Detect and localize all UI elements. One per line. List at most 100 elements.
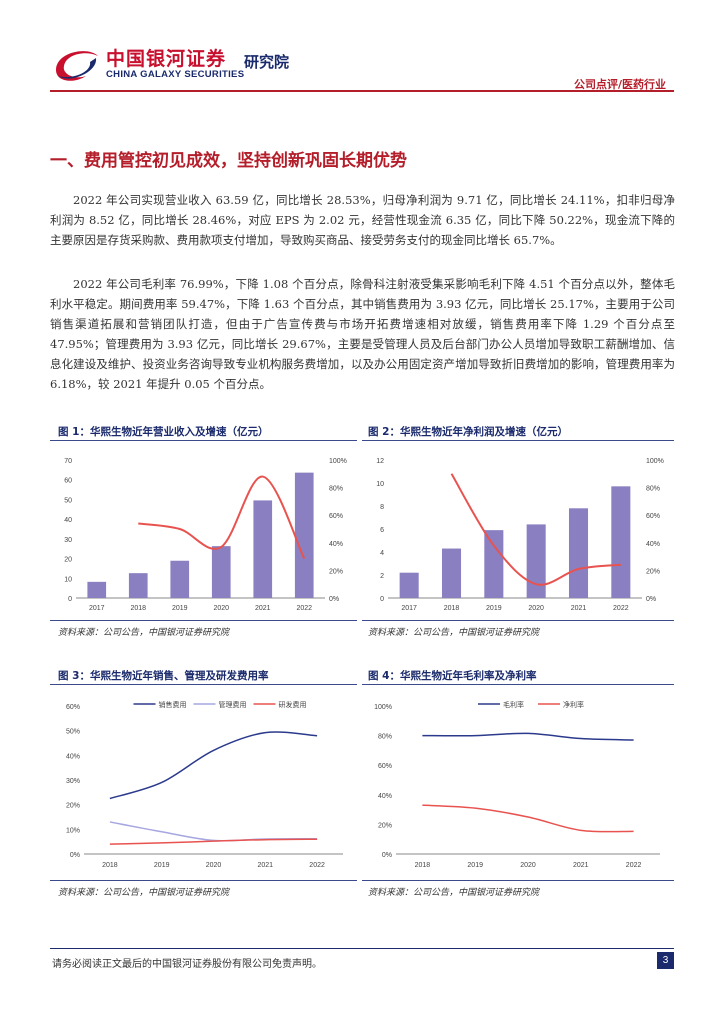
y-tick-label: 100% xyxy=(374,704,392,711)
x-tick-label: 2020 xyxy=(528,605,544,612)
y-right-tick-label: 100% xyxy=(646,458,664,465)
y-right-tick-label: 40% xyxy=(329,541,343,548)
y-left-tick-label: 4 xyxy=(380,550,384,557)
y-right-tick-label: 60% xyxy=(329,513,343,520)
section-title: 一、费用管控初见成效，坚持创新巩固长期优势 xyxy=(50,146,407,171)
galaxy-logo-icon xyxy=(50,42,102,86)
figure-2-chart: 0 2 4 6 8 10 12 0% 20% 40% 60% 80% 100% 2017 2018 2019 2… xyxy=(362,450,674,620)
footer-rule xyxy=(50,948,674,949)
y-left-tick-label: 40 xyxy=(64,517,72,524)
figure-3-title: 图 3：华熙生物近年销售、管理及研发费用率 xyxy=(58,668,268,683)
series-line xyxy=(110,732,317,799)
institute-label: 研究院 xyxy=(244,51,289,72)
y-left-tick-label: 60 xyxy=(64,478,72,485)
y-left-tick-label: 0 xyxy=(68,596,72,603)
x-tick-label: 2017 xyxy=(89,605,105,612)
x-tick-label: 2017 xyxy=(401,605,417,612)
brand-name-en: CHINA GALAXY SECURITIES xyxy=(106,69,244,80)
y-tick-label: 0% xyxy=(382,852,392,859)
bar-2017 xyxy=(400,573,419,598)
y-left-tick-label: 2 xyxy=(380,573,384,580)
paragraph-2: 2022 年公司毛利率 76.99%，下降 1.08 个百分点，除骨科注射液受集… xyxy=(50,274,675,394)
header-rule xyxy=(50,90,674,92)
y-right-tick-label: 0% xyxy=(329,596,339,603)
y-left-tick-label: 10 xyxy=(64,576,72,583)
brand-name-cn: 中国银河证券 xyxy=(106,44,226,71)
series-line xyxy=(422,733,633,740)
y-left-tick-label: 12 xyxy=(376,458,384,465)
paragraph-1: 2022 年公司实现营业收入 63.59 亿，同比增长 28.53%，归母净利润… xyxy=(50,190,675,250)
y-left-tick-label: 30 xyxy=(64,537,72,544)
figure-4-title: 图 4：华熙生物近年毛利率及净利率 xyxy=(368,668,536,683)
x-tick-label: 2020 xyxy=(206,862,222,869)
bar-2022 xyxy=(295,473,314,598)
y-tick-label: 20% xyxy=(66,803,80,810)
y-tick-label: 40% xyxy=(378,793,392,800)
x-tick-label: 2021 xyxy=(573,862,589,869)
x-tick-label: 2019 xyxy=(154,862,170,869)
x-tick-label: 2018 xyxy=(444,605,460,612)
y-tick-label: 50% xyxy=(66,729,80,736)
x-tick-label: 2018 xyxy=(102,862,118,869)
y-right-tick-label: 80% xyxy=(646,486,660,493)
y-right-tick-label: 0% xyxy=(646,596,656,603)
bar-2022 xyxy=(611,486,630,598)
bar-2020 xyxy=(212,546,231,598)
series-line xyxy=(422,805,633,832)
y-left-tick-label: 10 xyxy=(376,481,384,488)
footer-disclaimer: 请务必阅读正文最后的中国银河证券股份有限公司免责声明。 xyxy=(52,955,322,970)
y-left-tick-label: 70 xyxy=(64,458,72,465)
y-tick-label: 80% xyxy=(378,734,392,741)
x-tick-label: 2019 xyxy=(172,605,188,612)
y-left-tick-label: 6 xyxy=(380,527,384,534)
y-left-tick-label: 50 xyxy=(64,497,72,504)
x-tick-label: 2020 xyxy=(213,605,229,612)
x-tick-label: 2019 xyxy=(486,605,502,612)
series-line xyxy=(110,822,317,841)
legend-label: 毛利率 xyxy=(503,700,524,709)
legend-label: 销售费用 xyxy=(159,700,187,709)
figure-4-rule xyxy=(362,684,674,685)
bar-2021 xyxy=(569,508,588,598)
legend-label: 净利率 xyxy=(563,700,584,709)
x-tick-label: 2022 xyxy=(613,605,629,612)
x-tick-label: 2021 xyxy=(571,605,587,612)
x-tick-label: 2018 xyxy=(130,605,146,612)
figure-4-chart: 0% 20% 40% 60% 80% 100% 2018 2019 2020 2021 2022 毛利… xyxy=(362,692,674,880)
bar-2020 xyxy=(527,524,546,598)
figure-2-rule xyxy=(362,440,674,441)
y-left-tick-label: 8 xyxy=(380,504,384,511)
legend-label: 研发费用 xyxy=(279,700,307,709)
figure-1-chart: 0 10 20 30 40 50 60 70 0% 20% 40% 60% 80% 100% 2017 201… xyxy=(50,450,357,620)
x-tick-label: 2022 xyxy=(296,605,312,612)
figure-3-chart: 0% 10% 20% 30% 40% 50% 60% 2018 2019 2020 2021 2022… xyxy=(50,692,357,880)
figure-3-rule xyxy=(50,684,357,685)
figure-1-source: 资料来源：公司公告，中国银河证券研究院 xyxy=(58,625,229,638)
y-tick-label: 10% xyxy=(66,827,80,834)
bar-2019 xyxy=(170,561,189,598)
y-left-tick-label: 0 xyxy=(380,596,384,603)
y-tick-label: 60% xyxy=(66,704,80,711)
x-tick-label: 2022 xyxy=(626,862,642,869)
x-tick-label: 2021 xyxy=(255,605,271,612)
figure-3-bottom-rule xyxy=(50,880,357,881)
y-right-tick-label: 60% xyxy=(646,513,660,520)
y-tick-label: 60% xyxy=(378,763,392,770)
y-left-tick-label: 20 xyxy=(64,557,72,564)
figure-1-bottom-rule xyxy=(50,620,357,621)
y-right-tick-label: 100% xyxy=(329,458,347,465)
y-right-tick-label: 20% xyxy=(646,568,660,575)
bar-2018 xyxy=(442,549,461,598)
y-tick-label: 0% xyxy=(70,852,80,859)
x-tick-label: 2020 xyxy=(520,862,536,869)
page-number: 3 xyxy=(657,952,674,969)
x-tick-label: 2021 xyxy=(258,862,274,869)
bar-2019 xyxy=(484,530,503,598)
bar-2021 xyxy=(253,500,272,598)
bar-2017 xyxy=(87,582,106,598)
figure-3-source: 资料来源：公司公告，中国银河证券研究院 xyxy=(58,885,229,898)
figure-4-source: 资料来源：公司公告，中国银河证券研究院 xyxy=(368,885,539,898)
growth-rate-line xyxy=(138,477,304,559)
figure-1-title: 图 1：华熙生物近年营业收入及增速（亿元） xyxy=(58,424,268,439)
y-right-tick-label: 40% xyxy=(646,541,660,548)
